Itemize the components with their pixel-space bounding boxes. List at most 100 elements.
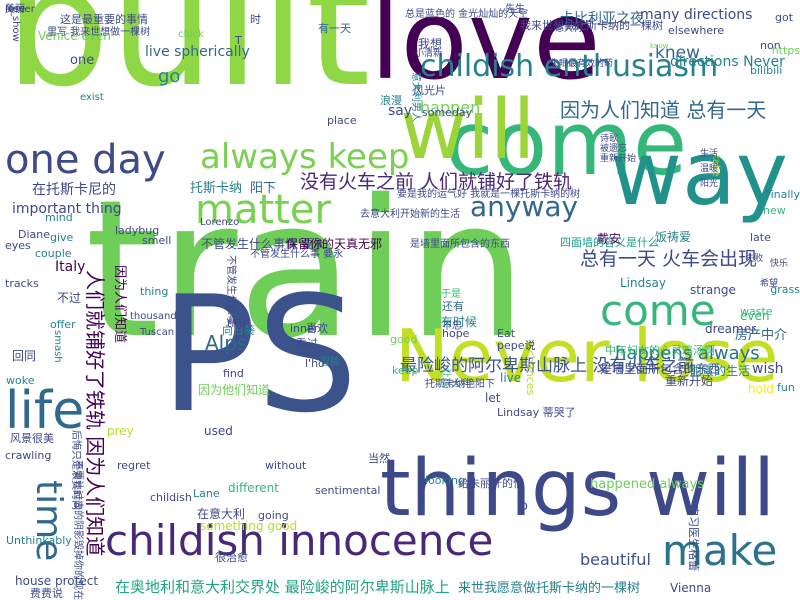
cloud-word: knew	[655, 43, 700, 63]
cloud-word: 先生	[505, 4, 525, 15]
cloud-word: 人们就铺好了铁轨 因为人们知道	[83, 270, 107, 557]
cloud-word: sentimental	[315, 484, 381, 497]
cloud-word: l'ho	[305, 357, 325, 370]
cloud-word: 在奥地利和意大利交界处 最险峻的阿尔卑斯山脉上	[115, 578, 450, 596]
cloud-word: offer	[50, 318, 76, 331]
cloud-word: couple	[35, 247, 72, 260]
cloud-word: wish	[752, 361, 784, 377]
cloud-word: going	[258, 509, 289, 522]
cloud-word: make	[662, 526, 778, 575]
cloud-word: childish enthusiasm	[420, 49, 719, 84]
cloud-word: o	[520, 499, 528, 514]
cloud-word: 托斯卡纳艳阳下	[425, 379, 495, 390]
cloud-word: 去意大利开始新的生活	[360, 209, 460, 220]
cloud-word: 风光片	[413, 84, 446, 97]
cloud-word: 意大利	[441, 379, 471, 390]
cloud-word: tracks	[5, 277, 39, 290]
cloud-word: lose	[5, 4, 26, 15]
cloud-word: good	[390, 333, 418, 346]
cloud-word: even	[740, 309, 770, 323]
cloud-word: 因为人们知道	[112, 265, 127, 344]
cloud-word: Italy	[55, 259, 86, 275]
cloud-word: matter	[195, 187, 331, 233]
cloud-word: hope	[442, 327, 470, 340]
cloud-word: 有时候	[441, 315, 478, 329]
cloud-word: 总是蓝色的 金光灿灿的天空	[405, 9, 529, 20]
cloud-word: 卡比利亚之夜	[560, 11, 644, 27]
cloud-word: 我想	[418, 37, 443, 51]
cloud-word: someday	[422, 106, 473, 119]
cloud-word: say	[388, 103, 413, 119]
cloud-word: Lorenzo	[200, 217, 240, 228]
cloud-word: Finally	[765, 188, 800, 201]
cloud-word: 戴安	[597, 232, 622, 246]
cloud-word: 希望	[760, 279, 779, 289]
cloud-word: something good	[200, 519, 298, 533]
cloud-word: looking	[425, 474, 465, 487]
cloud-word: 喜欢	[306, 322, 328, 335]
cloud-word: 托斯卡纳	[190, 181, 243, 196]
cloud-word: 阳光	[700, 179, 719, 189]
cloud-word: 不忠	[442, 321, 462, 332]
cloud-word: 重新开始	[665, 374, 714, 388]
cloud-word: thousand	[130, 311, 177, 322]
cloud-word: always keep	[200, 137, 410, 177]
cloud-word: 总有一天 火车会出现	[580, 248, 758, 270]
cloud-word: train	[85, 159, 528, 380]
cloud-word: exist	[80, 92, 104, 103]
cloud-word: time	[28, 480, 69, 562]
cloud-word: thing	[140, 285, 169, 298]
cloud-word: happened always	[590, 477, 704, 492]
cloud-word: keep	[392, 364, 419, 377]
cloud-word: strange	[690, 283, 736, 297]
cloud-word: things will	[380, 444, 775, 534]
cloud-word: 给朱丽叶的信	[458, 477, 524, 490]
cloud-word: 还有	[442, 300, 464, 313]
cloud-word: bilibili	[750, 64, 783, 77]
cloud-word: eyes	[5, 239, 31, 252]
cloud-word: 没有火车之前 人们就铺好了铁轨	[300, 171, 573, 193]
cloud-word: Unthinkably	[6, 534, 72, 547]
cloud-word: 实习医生格蕾	[687, 505, 700, 571]
cloud-word: 后悔只是浪费时间	[70, 430, 81, 510]
cloud-word: got	[775, 11, 794, 24]
cloud-word: life	[5, 381, 85, 441]
cloud-word: Never lose	[395, 314, 779, 398]
cloud-word: 有一天	[318, 22, 351, 35]
cloud-word: come	[600, 286, 716, 335]
cloud-word: 在托斯卡尼的	[32, 182, 116, 198]
cloud-word: come	[445, 92, 688, 195]
cloud-word: Tuscan	[140, 327, 175, 338]
cloud-word: 不管发生什么事	[225, 255, 236, 325]
cloud-word: pepe说	[497, 339, 536, 352]
cloud-word: 里写 我来世想做一棵树	[47, 27, 151, 38]
cloud-word: important thing	[12, 201, 122, 217]
cloud-word: crawling	[5, 449, 52, 462]
cloud-word: late	[750, 231, 771, 244]
cloud-word: 当然	[368, 452, 390, 465]
cloud-word: smash	[52, 330, 63, 363]
cloud-word: Vienna	[670, 581, 712, 595]
cloud-word: one day	[5, 137, 166, 183]
cloud-word: 是墙里面所包含的东西	[410, 239, 510, 250]
cloud-word: woke	[6, 374, 35, 387]
cloud-word: 来世我愿意做托斯卡纳的一棵树	[458, 581, 641, 596]
cloud-word: directions Never	[670, 54, 785, 70]
cloud-word: 很治愈	[215, 551, 248, 564]
cloud-word: elsewhere	[668, 24, 725, 37]
cloud-word: 生活	[700, 149, 719, 159]
cloud-word: used	[204, 424, 233, 438]
cloud-word: happens always	[615, 343, 760, 364]
cloud-word: childish innocence	[105, 516, 494, 565]
cloud-word: 四面墙的含义是什么	[560, 236, 659, 249]
cloud-word: 意大利	[555, 24, 583, 34]
cloud-word: 失败	[745, 254, 764, 264]
cloud-word: 被遗忘	[600, 144, 628, 154]
cloud-word: childish	[150, 491, 192, 504]
cloud-word: 费费说	[30, 587, 63, 600]
cloud-word: 中年妇女的心灵鸡汤啊	[605, 344, 715, 357]
cloud-word: 失眠最有效的药	[550, 59, 614, 69]
cloud-word: 最险峻的阿尔卑斯山脉上 没有火车之前	[400, 356, 695, 376]
cloud-word: hold	[748, 382, 774, 396]
cloud-word: Never	[5, 4, 35, 15]
